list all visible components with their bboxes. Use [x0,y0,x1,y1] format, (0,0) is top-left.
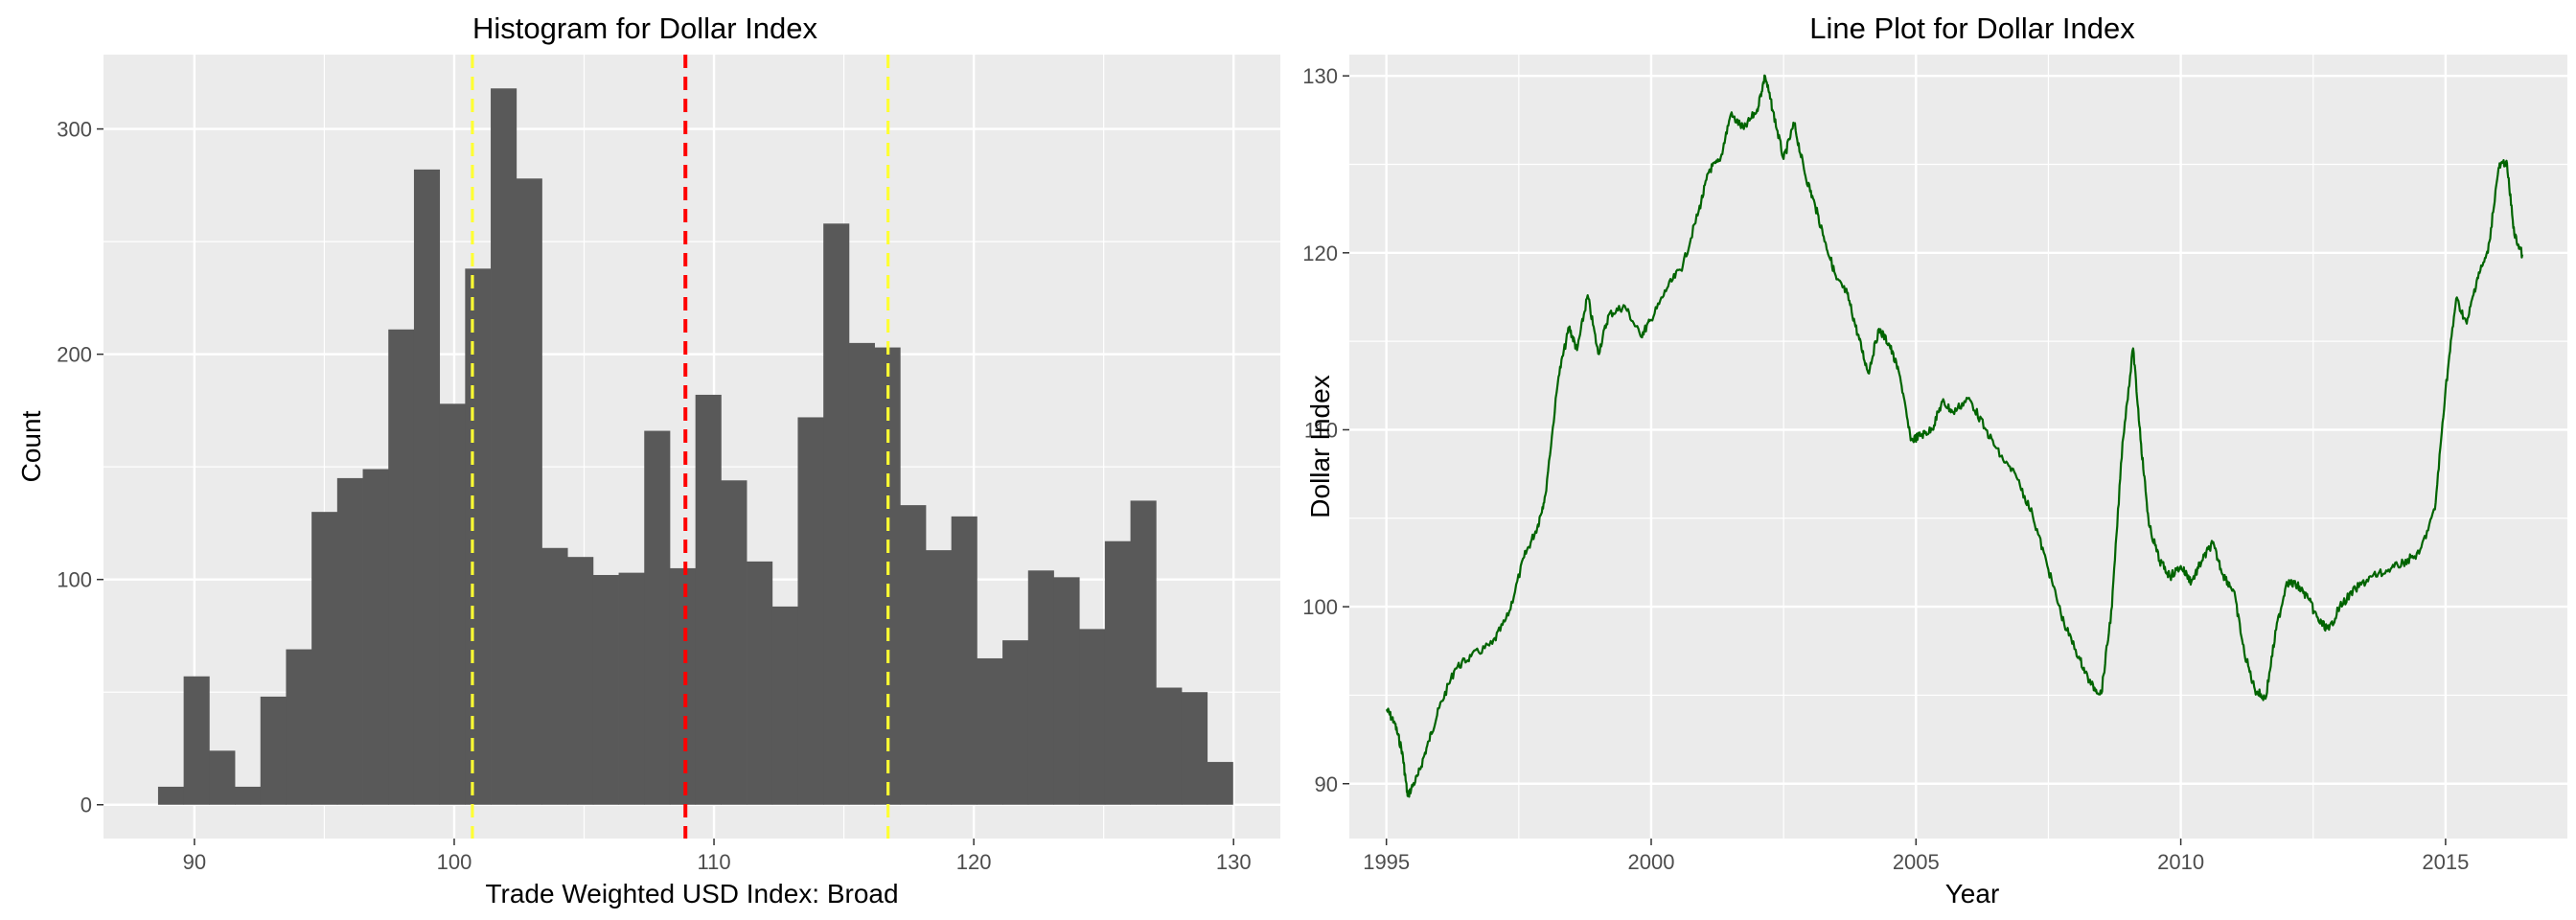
histogram-bar [286,649,312,805]
histogram-bar [260,696,287,805]
histogram-bar [1181,692,1208,805]
histogram-bar [1027,570,1054,805]
histogram-bar [721,480,748,805]
x-tick-label: 90 [183,850,206,874]
histogram-bar [1104,540,1131,805]
histogram-bar [157,786,185,805]
histogram-bar [567,557,594,805]
histogram-bar [439,403,466,805]
histogram-bar [336,477,363,805]
histogram-x-ticks: 90 100 110 120 130 [183,839,1252,874]
histogram-bar [311,512,338,805]
histogram-bar [925,550,953,805]
y-tick-label: 90 [1315,772,1338,796]
histogram-bar [977,657,1003,805]
histogram-x-axis-title: Trade Weighted USD Index: Broad [485,879,898,908]
histogram-y-axis-title: Count [16,410,46,482]
histogram-bar [695,394,722,805]
y-tick-label: 0 [80,794,92,817]
y-tick-label: 120 [1302,242,1338,265]
x-tick-label: 120 [956,850,992,874]
histogram-bar [516,178,542,805]
histogram-bar [797,417,824,805]
histogram-bar [388,329,415,805]
x-tick-label: 2005 [1893,850,1940,874]
y-tick-label: 100 [57,568,92,592]
lineplot-title: Line Plot for Dollar Index [1809,12,2135,45]
histogram-bar [183,676,210,805]
histogram-panel: Histogram for Dollar Index 90 100 110 120 13… [16,12,1280,908]
histogram-bar [771,606,798,805]
lineplot-panel: Line Plot for Dollar Index 1995 2000 2005 2… [1302,12,2567,908]
histogram-bar [592,574,619,805]
x-tick-label: 100 [437,850,472,874]
x-tick-label: 2015 [2422,850,2469,874]
x-tick-label: 130 [1216,850,1252,874]
histogram-bar [491,88,518,805]
x-tick-label: 2010 [2157,850,2204,874]
lineplot-gridlines [1349,55,2567,839]
histogram-bar [209,750,236,805]
x-tick-label: 1995 [1363,850,1410,874]
histogram-bar [413,169,441,805]
y-tick-label: 110 [1304,418,1338,442]
lineplot-x-ticks: 1995 2000 2005 2010 2015 [1363,839,2469,874]
histogram-bar [1156,687,1183,805]
lineplot-y-axis-title: Dollar Index [1305,375,1335,518]
histogram-bar [465,268,492,805]
histogram-bar [747,561,773,805]
histogram-bar [1079,629,1106,805]
dollar-index-series-line [1385,74,2524,798]
histogram-bar [235,786,262,805]
histogram-bar [541,547,568,805]
histogram-bar [1207,762,1233,805]
histogram-bar [362,469,389,805]
histogram-bar [1130,500,1157,805]
histogram-y-ticks: 0 100 200 300 [57,118,104,817]
lineplot-plot-background [1349,55,2567,839]
histogram-bar [618,572,645,805]
y-tick-label: 130 [1302,64,1338,88]
histogram-bar [823,223,850,805]
histogram-bars [157,88,1233,805]
x-tick-label: 110 [698,850,731,874]
y-tick-label: 100 [1302,595,1338,619]
histogram-title: Histogram for Dollar Index [472,12,818,45]
y-tick-label: 200 [57,343,92,367]
x-tick-label: 2000 [1628,850,1675,874]
histogram-bar [644,430,671,805]
histogram-bar [900,505,927,805]
histogram-bar [1002,640,1029,805]
y-tick-label: 300 [57,118,92,142]
histogram-bar [848,342,875,805]
lineplot-y-ticks: 90 100 110 120 130 [1302,64,1349,796]
lineplot-x-axis-title: Year [1945,879,2000,908]
histogram-bar [951,516,978,805]
histogram-bar [669,567,697,805]
histogram-bar [1053,577,1080,805]
